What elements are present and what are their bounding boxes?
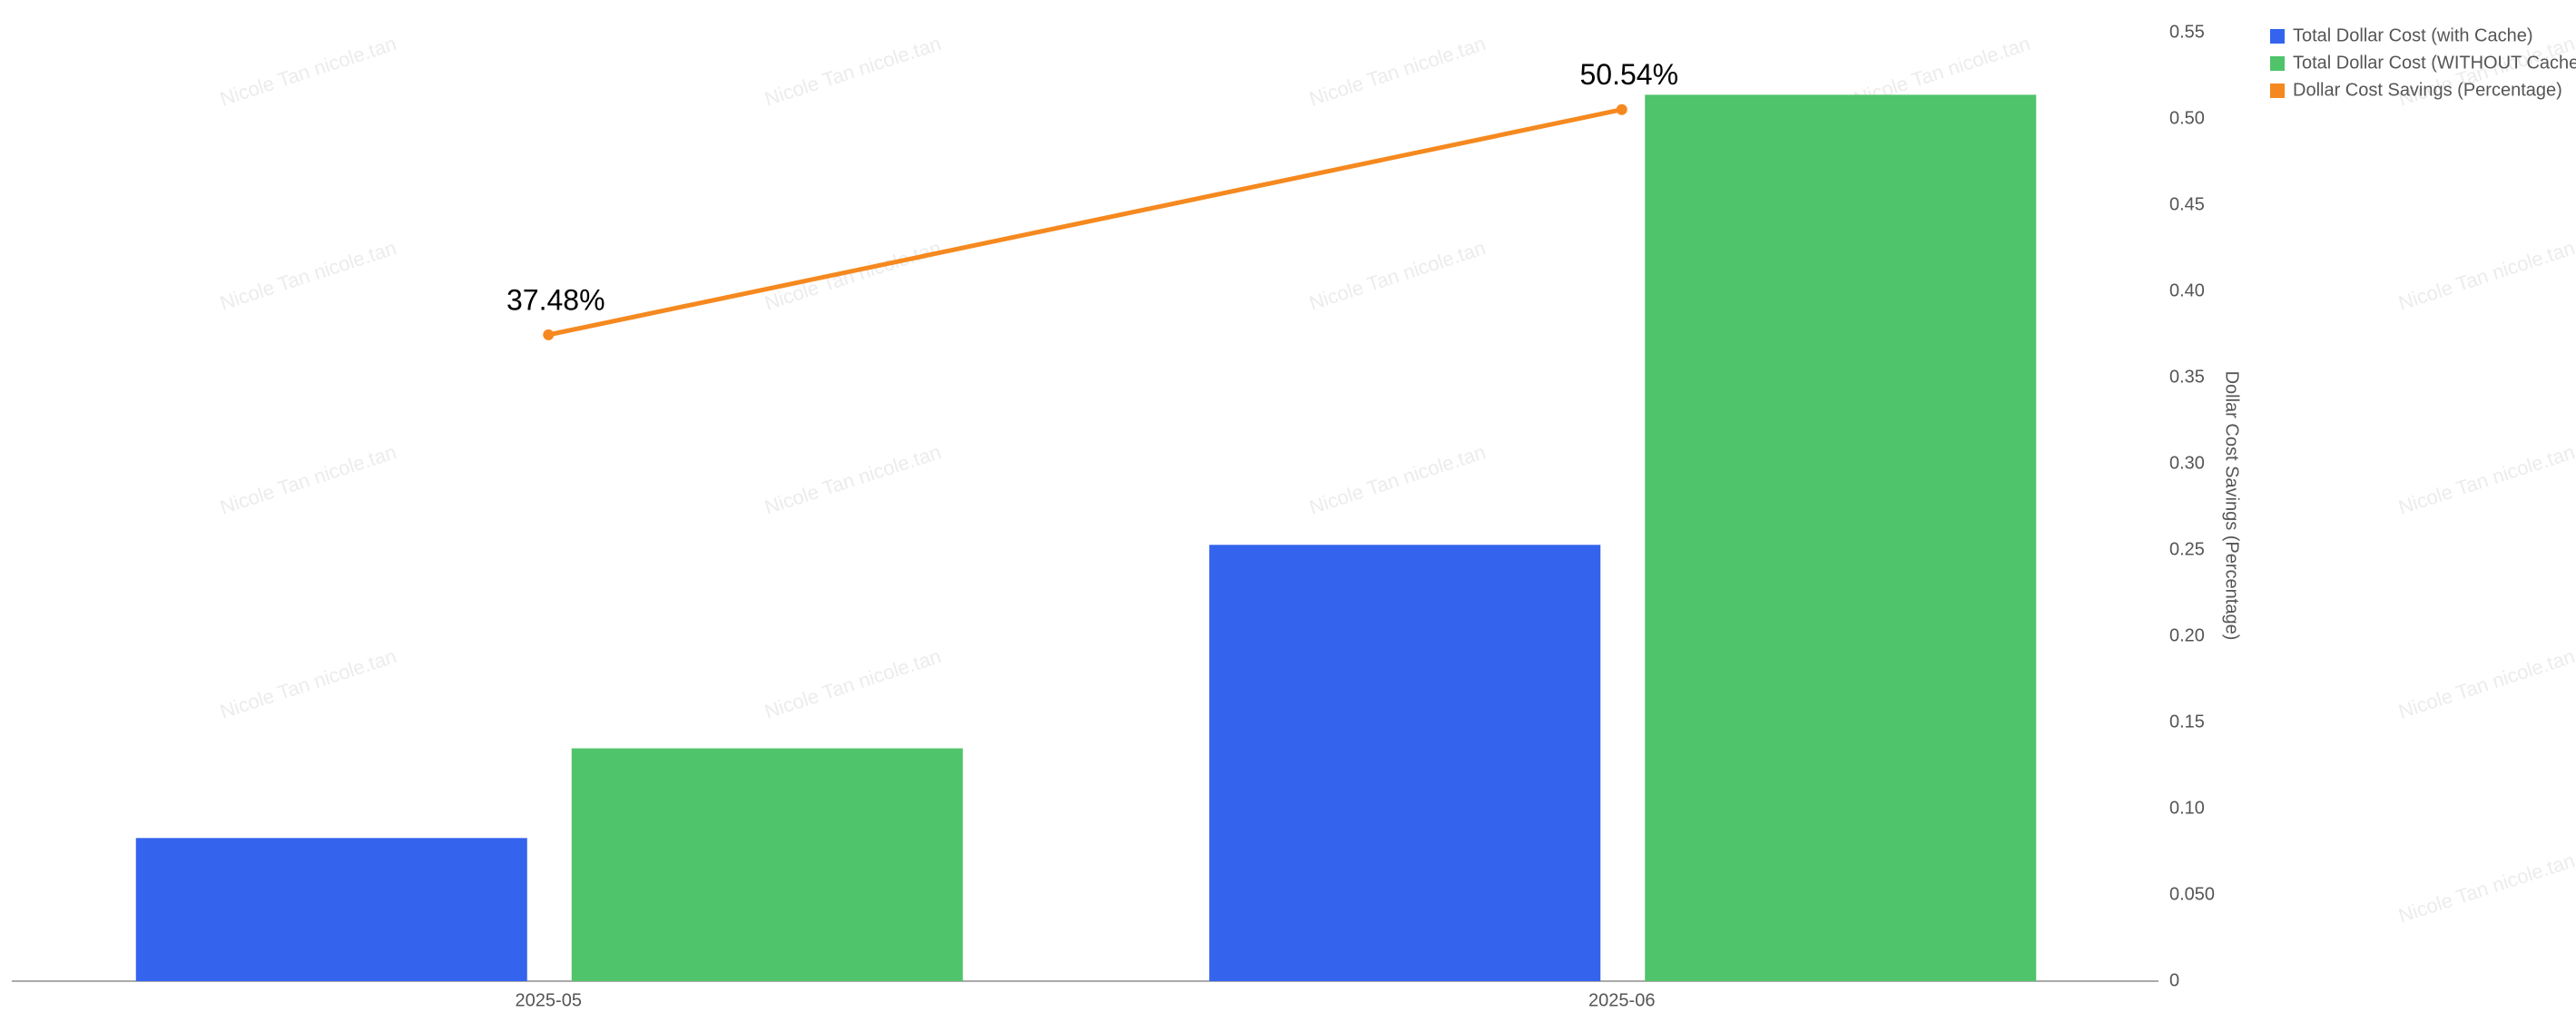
watermark: Nicole Tan nicole.tan (2395, 440, 2576, 518)
data-label: 50.54% (1579, 58, 1678, 91)
legend-label: Total Dollar Cost (WITHOUT Cache) (2293, 53, 2576, 73)
y-tick-label: 0.25 (2169, 539, 2205, 559)
line (547, 107, 1623, 338)
y-axis-title: Dollar Cost Savings (Percentage) (2222, 371, 2242, 641)
watermark: Nicole Tan nicole.tan (2395, 644, 2576, 722)
legend-swatch (2270, 29, 2285, 44)
y-tick-label: 0.15 (2169, 712, 2205, 732)
watermark: Nicole Tan nicole.tan (762, 440, 943, 518)
watermark: Nicole Tan nicole.tan (217, 644, 398, 722)
bar (135, 838, 527, 981)
bar (571, 748, 963, 981)
watermark: Nicole Tan nicole.tan (1306, 236, 1488, 314)
y-tick-label: 0.30 (2169, 453, 2205, 473)
watermark: Nicole Tan nicole.tan (1306, 32, 1488, 110)
data-label: 37.48% (506, 283, 605, 316)
legend-swatch (2270, 84, 2285, 98)
y-tick-label: 0.20 (2169, 625, 2205, 645)
bar (1645, 94, 2037, 981)
legend-label: Total Dollar Cost (with Cache) (2293, 25, 2533, 45)
y-tick-label: 0.10 (2169, 798, 2205, 818)
legend-swatch (2270, 56, 2285, 71)
legend-label: Dollar Cost Savings (Percentage) (2293, 80, 2562, 100)
watermark: Nicole Tan nicole.tan (762, 32, 943, 110)
x-tick-label: 2025-05 (516, 990, 582, 1010)
y-tick-label: 0 (2169, 970, 2179, 990)
y-tick-label: 0.45 (2169, 194, 2205, 214)
watermark: Nicole Tan nicole.tan (2395, 849, 2576, 927)
y-tick-label: 0.55 (2169, 22, 2205, 42)
y-tick-label: 0.050 (2169, 884, 2215, 904)
x-tick-label: 2025-06 (1588, 990, 1655, 1010)
watermark: Nicole Tan nicole.tan (217, 236, 398, 314)
watermark: Nicole Tan nicole.tan (762, 644, 943, 722)
y-tick-label: 0.50 (2169, 108, 2205, 128)
watermark: Nicole Tan nicole.tan (1306, 440, 1488, 518)
watermark: Nicole Tan nicole.tan (217, 440, 398, 518)
bar (1209, 545, 1601, 981)
y-tick-label: 0.35 (2169, 367, 2205, 387)
watermark: Nicole Tan nicole.tan (762, 236, 943, 314)
watermark: Nicole Tan nicole.tan (2395, 236, 2576, 314)
y-tick-label: 0.40 (2169, 280, 2205, 300)
watermark: Nicole Tan nicole.tan (217, 32, 398, 110)
point (543, 329, 555, 340)
point (1616, 103, 1627, 115)
